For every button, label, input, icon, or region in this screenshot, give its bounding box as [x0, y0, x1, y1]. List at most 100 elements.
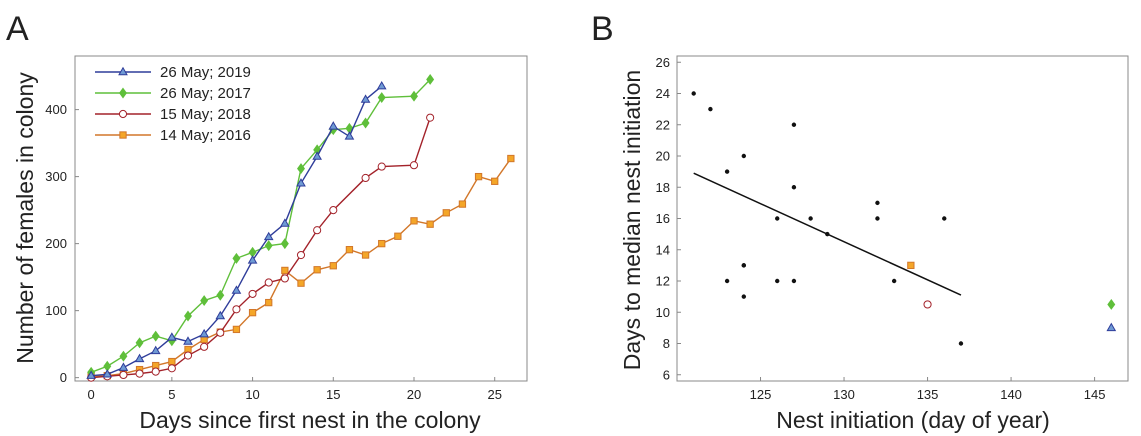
panel-a-y-tick-label: 300: [45, 169, 67, 184]
panel-a-data-point: [377, 162, 386, 171]
panel-a-data-point: [135, 337, 144, 349]
panel-a-y-ticks: 0 100 200 300 400: [45, 102, 79, 385]
panel-b-x-tick-label: 145: [1084, 387, 1106, 402]
panel-b-series-diamond: [1107, 298, 1116, 310]
panel-a-y-tick-label: 400: [45, 102, 67, 117]
panel-b-y-tick-label: 12: [656, 274, 670, 289]
panel-b-series-square: [907, 261, 915, 270]
panel-b-data-point: [724, 278, 730, 284]
panel-b-data-point: [958, 341, 964, 346]
panel-a-x-tick-label: 5: [168, 387, 175, 402]
panel-b-x-tick-label: 135: [917, 387, 939, 402]
panel-b-data-point: [775, 216, 780, 221]
panel-a-legend-entry: 15 May; 2018: [95, 106, 251, 123]
panel-a-data-point: [167, 364, 176, 373]
panel-b-data-point: [1106, 322, 1117, 332]
panel-a-data-point: [426, 113, 435, 122]
panel-a-data-point: [86, 370, 96, 379]
panel-b-y-tick-label: 22: [656, 117, 670, 132]
panel-a-data-point: [297, 163, 305, 175]
panel-a-data-point: [231, 285, 242, 294]
panel-a-data-point: [361, 117, 370, 129]
panel-a-data-point: [102, 369, 113, 378]
panel-a-data-point: [200, 342, 209, 351]
panel-a-data-point: [150, 345, 161, 355]
panel-b-y-tick-label: 18: [656, 180, 670, 195]
panel-a-data-point: [215, 310, 226, 320]
panel-b-y-axis-title: Days to median nest initiation: [619, 70, 645, 370]
panel-b-y-tick-label: 26: [656, 55, 670, 70]
panel-b-y-tick-label: 14: [656, 242, 670, 257]
panel-b-data-point: [875, 216, 880, 221]
panel-a-x-tick-label: 15: [326, 387, 340, 402]
panel-a-data-point: [264, 278, 273, 287]
panel-a-data-point: [119, 370, 128, 380]
panel-b-plot-frame: [676, 55, 1129, 382]
panel-a-data-point: [394, 232, 402, 240]
panel-a-series-square: [87, 154, 515, 380]
panel-b-series-dot: [691, 91, 964, 346]
panel-a-data-point: [168, 357, 176, 366]
panel-a-series-line: [91, 158, 512, 378]
panel-b-data-point: [741, 263, 747, 268]
panel-a-data-point: [442, 209, 450, 217]
panel-a-data-point: [458, 200, 467, 208]
panel-a-data-point: [280, 238, 289, 250]
panel-b-y-tick-label: 24: [656, 86, 670, 101]
panel-a-data-point: [199, 328, 209, 338]
panel-a-data-point: [361, 251, 370, 259]
panel-a-legend-marker: [118, 109, 128, 119]
panel-a-data-point: [410, 90, 418, 102]
panel-a-y-tick-label: 100: [45, 303, 67, 318]
panel-a-legend-label: 26 May; 2019: [160, 64, 251, 81]
panel-a-legend-label: 14 May; 2016: [160, 127, 251, 144]
panel-b-data-point: [708, 106, 713, 112]
panel-b-data-point: [808, 216, 813, 221]
panel-a-data-point: [329, 206, 338, 215]
panel-a-data-point: [167, 332, 177, 341]
panel-a-series-triangle: [86, 80, 387, 379]
panel-b-series-circle: [923, 300, 932, 309]
panel-a-data-point: [184, 310, 192, 322]
panel-b-data-point: [923, 300, 932, 309]
panel-b-series-triangle: [1106, 322, 1117, 332]
panel-b: B 125 130 135 140 145 6 8 10 12 14 16 18 20 22 24 26 N…: [591, 10, 1129, 433]
panel-a-series-diamond: [87, 73, 435, 378]
panel-a-plot-frame: [74, 55, 528, 382]
panel-a-x-tick-label: 10: [245, 387, 259, 402]
panel-a-data-point: [151, 330, 160, 342]
panel-a-legend-entry: 26 May; 2019: [95, 64, 251, 81]
panel-b-data-point: [825, 231, 830, 237]
panel-b-y-tick-label: 8: [663, 336, 670, 351]
panel-b-x-ticks: 125 130 135 140 145: [750, 377, 1106, 402]
panel-b-x-tick-label: 125: [750, 387, 772, 402]
panel-a-legend-entry: 14 May; 2016: [95, 127, 251, 144]
panel-a-legend-label: 26 May; 2017: [160, 85, 251, 102]
panel-b-data-point: [791, 185, 797, 190]
panel-a-data-point: [297, 279, 305, 287]
panel-a-data-point: [232, 325, 241, 334]
panel-b-y-tick-label: 20: [656, 149, 670, 164]
panel-b-data-point: [741, 153, 747, 159]
panel-a-series: [86, 73, 515, 382]
panel-b-y-ticks: 6 8 10 12 14 16 18 20 22 24 26: [656, 55, 681, 382]
panel-b-x-axis-title: Nest initiation (day of year): [776, 407, 1050, 433]
panel-a-data-point: [216, 289, 225, 301]
panel-a-x-ticks: 0 5 10 15 20 25: [88, 377, 502, 402]
panel-b-letter: B: [591, 10, 614, 48]
panel-a-data-point: [474, 172, 483, 181]
panel-b-series: [691, 91, 1117, 346]
panel-b-data-point: [791, 122, 797, 127]
panel-a-data-point: [345, 246, 354, 254]
panel-a-data-point: [265, 298, 273, 307]
panel-a-data-point: [296, 178, 306, 187]
panel-a-data-point: [135, 369, 144, 378]
panel-a-x-axis-title: Days since first nest in the colony: [139, 407, 481, 433]
panel-a-legend-label: 15 May; 2018: [160, 106, 251, 123]
panel-b-x-tick-label: 130: [833, 387, 855, 402]
panel-b-data-point: [791, 278, 797, 284]
panel-a-data-point: [280, 274, 289, 283]
panel-a-data-point: [232, 252, 241, 264]
